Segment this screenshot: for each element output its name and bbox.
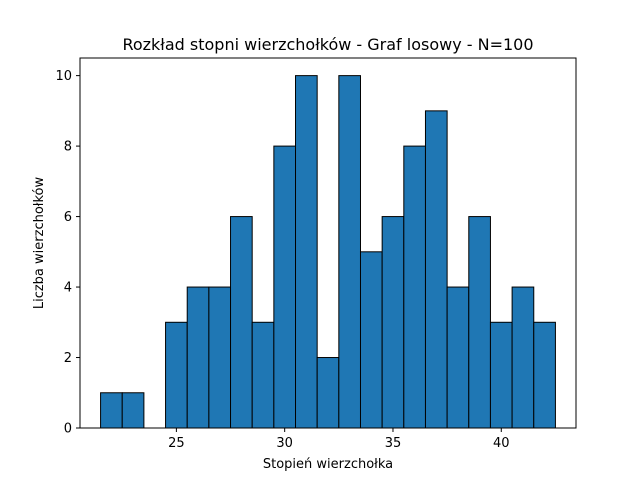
histogram-bar xyxy=(403,145,426,429)
x-tick-label: 35 xyxy=(385,436,402,451)
x-tick-label: 30 xyxy=(276,436,293,451)
y-tick-label: 8 xyxy=(64,140,72,155)
histogram-bar xyxy=(251,321,275,429)
y-tick-label: 0 xyxy=(64,422,72,437)
histogram-bar xyxy=(273,145,297,429)
histogram-bar xyxy=(381,216,405,429)
histogram-bar xyxy=(100,392,123,429)
histogram-bar xyxy=(186,286,210,429)
y-tick-label: 2 xyxy=(64,351,72,366)
histogram-bar xyxy=(338,75,361,429)
x-axis-label: Stopień wierzchołka xyxy=(263,457,393,472)
y-axis-ticks: 0 2 4 6 8 10 xyxy=(55,69,80,437)
plot-frame xyxy=(79,57,577,429)
histogram-bar xyxy=(533,321,556,429)
chart-title: Rozkład stopni wierzchołków - Graf losow… xyxy=(122,35,533,54)
x-tick-label: 25 xyxy=(168,436,185,451)
y-tick-label: 4 xyxy=(64,281,72,296)
x-axis-ticks: 25 30 35 40 xyxy=(168,428,510,451)
histogram-bar xyxy=(359,251,383,429)
x-tick-label: 40 xyxy=(493,436,510,451)
bars-group xyxy=(100,75,556,429)
histogram-bar xyxy=(446,286,470,429)
y-axis-label: Liczba wierzchołków xyxy=(32,177,47,310)
histogram-bar xyxy=(316,357,340,429)
histogram-bar xyxy=(208,286,232,429)
histogram-bar xyxy=(489,321,513,429)
y-tick-label: 6 xyxy=(64,210,72,225)
y-tick-label: 10 xyxy=(55,69,72,84)
histogram-bar xyxy=(121,392,145,429)
histogram-bar xyxy=(230,216,253,429)
histogram-bar xyxy=(165,321,188,429)
histogram-bar xyxy=(424,110,448,429)
histogram-bar xyxy=(468,216,491,429)
histogram-bar xyxy=(295,75,318,429)
histogram-bar xyxy=(511,286,535,429)
